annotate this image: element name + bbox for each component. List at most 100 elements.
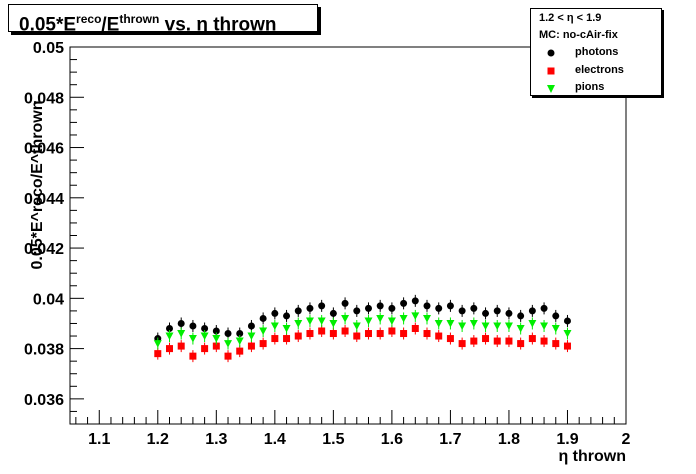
- data-point-photons: [540, 304, 548, 312]
- title-part-div: /E: [101, 14, 120, 36]
- data-point-photons: [446, 302, 454, 310]
- data-point-electrons: [528, 335, 536, 343]
- data-point-electrons: [364, 330, 372, 338]
- data-point-photons: [236, 330, 244, 338]
- data-point-photons: [353, 307, 361, 315]
- legend-marker-electrons: [547, 67, 555, 75]
- data-point-electrons: [446, 335, 454, 343]
- data-point-pions: [177, 330, 186, 338]
- data-point-pions: [294, 319, 303, 328]
- data-point-photons: [271, 309, 279, 317]
- data-point-pions: [224, 340, 233, 348]
- data-point-electrons: [189, 352, 197, 360]
- x-tick-label: 1.4: [264, 431, 286, 448]
- data-point-electrons: [552, 340, 560, 348]
- x-tick-label: 1.6: [381, 431, 403, 448]
- data-point-photons: [493, 307, 501, 315]
- legend-marker-pions: [547, 85, 555, 93]
- data-point-electrons: [236, 347, 244, 355]
- data-point-photons: [283, 312, 291, 320]
- data-point-photons: [201, 324, 209, 332]
- y-axis: 0.036 0.038 0.04 0.042 0.044 0.046 0.048 0.05: [24, 40, 84, 425]
- x-axis-label: η thrown: [558, 448, 626, 465]
- data-point-pions: [516, 324, 525, 333]
- data-point-photons: [259, 314, 267, 322]
- data-point-electrons: [212, 342, 220, 350]
- data-point-photons: [552, 312, 560, 320]
- data-point-pions: [259, 327, 268, 336]
- legend: 1.2 < η < 1.9 MC: no-cAir-fix photons el…: [530, 8, 662, 96]
- legend-label-electrons: electrons: [575, 64, 624, 76]
- data-point-photons: [294, 307, 302, 315]
- data-point-pions: [341, 314, 350, 323]
- data-point-pions: [153, 340, 162, 348]
- data-point-electrons: [177, 342, 185, 350]
- plot-frame: [69, 46, 627, 425]
- x-axis: 1.1 1.2 1.3 1.4 1.5 1.6 1.7 1.8 1.9 2: [75, 410, 631, 448]
- data-point-electrons: [154, 350, 162, 358]
- x-tick-label: 2: [622, 431, 631, 448]
- data-point-electrons: [247, 342, 255, 350]
- data-point-electrons: [493, 337, 501, 345]
- data-point-electrons: [353, 332, 361, 340]
- data-point-electrons: [411, 324, 419, 332]
- data-point-pions: [282, 324, 291, 333]
- y-tick-label: 0.036: [24, 392, 64, 409]
- data-point-electrons: [423, 330, 431, 338]
- data-point-pions: [305, 317, 314, 325]
- data-point-electrons: [458, 340, 466, 348]
- legend-label-pions: pions: [575, 81, 605, 93]
- data-point-pions: [364, 317, 373, 325]
- data-point-photons: [435, 304, 443, 312]
- data-point-electrons: [165, 345, 173, 353]
- data-point-pions: [423, 314, 432, 323]
- data-point-pions: [387, 317, 396, 325]
- data-point-pions: [399, 314, 408, 323]
- data-point-photons: [482, 309, 490, 317]
- data-point-pions: [247, 332, 256, 341]
- data-point-electrons: [505, 337, 513, 345]
- y-tick-label: 0.05: [33, 40, 64, 57]
- data-point-pions: [469, 319, 478, 328]
- data-point-electrons: [563, 342, 571, 350]
- data-point-photons: [400, 299, 408, 307]
- data-point-electrons: [388, 327, 396, 335]
- data-point-pions: [540, 322, 549, 330]
- title-part-rest: vs. η thrown: [159, 14, 277, 36]
- data-point-photons: [318, 302, 326, 310]
- data-point-pions: [235, 337, 244, 346]
- series-electrons: [154, 322, 571, 363]
- legend-label-photons: photons: [575, 46, 619, 58]
- data-point-photons: [165, 324, 173, 332]
- data-point-pions: [317, 317, 326, 325]
- series-pions: [153, 309, 572, 350]
- data-point-pions: [446, 319, 455, 328]
- data-point-pions: [411, 312, 420, 320]
- data-point-photons: [364, 304, 372, 312]
- chart-title: 0.05*Ereco/Ethrown vs. η thrown: [8, 4, 318, 36]
- x-tick-label: 1.1: [88, 431, 110, 448]
- data-point-pions: [563, 330, 572, 338]
- data-point-electrons: [482, 335, 490, 343]
- data-point-pions: [188, 335, 197, 343]
- data-point-pions: [165, 332, 174, 341]
- data-point-electrons: [306, 330, 314, 338]
- data-point-electrons: [540, 337, 548, 345]
- data-point-pions: [434, 319, 443, 328]
- y-tick-label: 0.046: [24, 141, 64, 158]
- data-point-electrons: [294, 332, 302, 340]
- x-tick-label: 1.3: [205, 431, 227, 448]
- data-point-photons: [470, 304, 478, 312]
- data-point-electrons: [470, 337, 478, 345]
- x-tick-label: 1.8: [498, 431, 520, 448]
- data-point-photons: [517, 312, 525, 320]
- data-point-pions: [481, 322, 490, 330]
- legend-header-mc: MC: no-cAir-fix: [539, 29, 618, 41]
- data-point-electrons: [283, 335, 291, 343]
- data-point-photons: [212, 327, 220, 335]
- y-tick-label: 0.038: [24, 342, 64, 359]
- data-point-photons: [458, 307, 466, 315]
- data-point-pions: [458, 322, 467, 330]
- data-point-pions: [352, 322, 361, 330]
